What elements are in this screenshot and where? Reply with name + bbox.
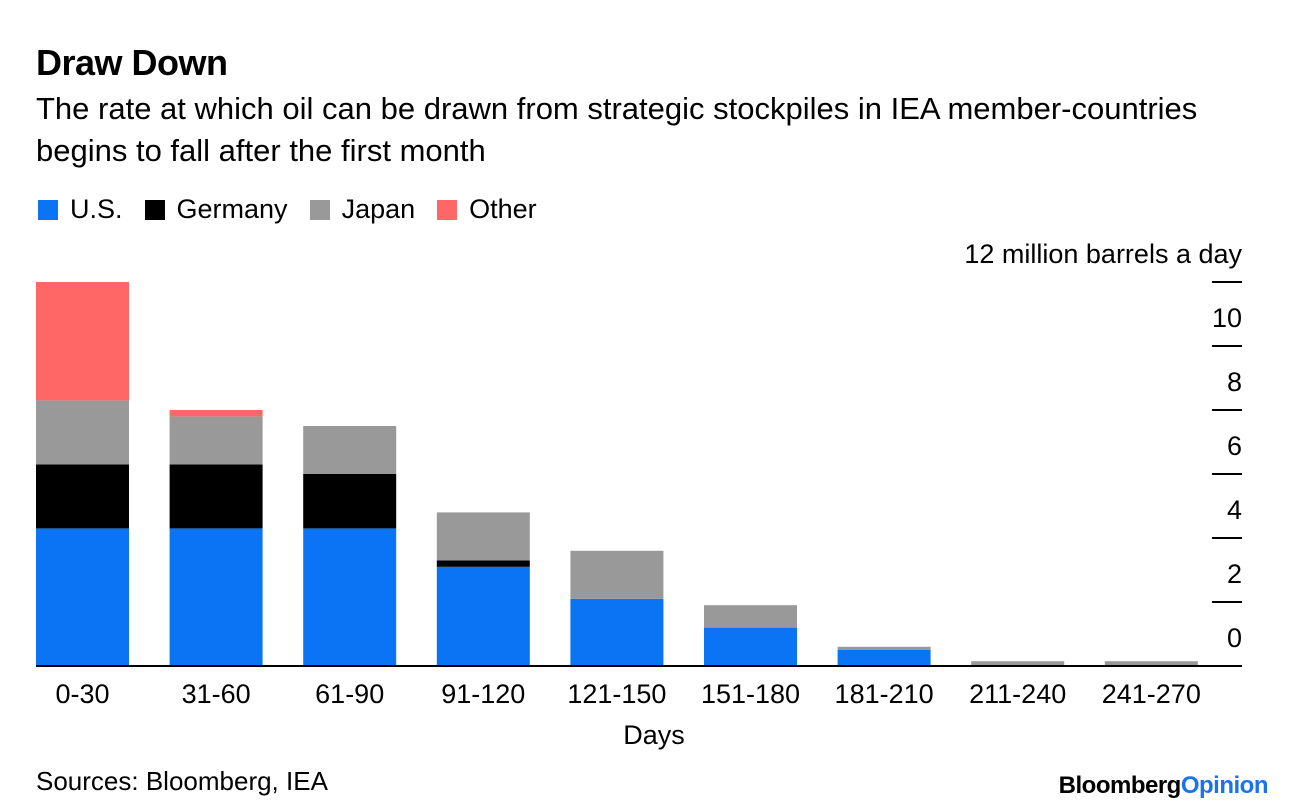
y-axis-label: 12 million barrels a day [964, 239, 1242, 269]
brand-name: Bloomberg [1058, 772, 1182, 799]
legend-item-other: Other [437, 194, 537, 225]
source-note: Sources: Bloomberg, IEA [36, 766, 328, 796]
legend-swatch-other [437, 199, 458, 220]
bar-germany-61-90 [303, 474, 397, 529]
x-tick-label-181-210: 181-210 [835, 679, 934, 709]
y-tick-label-8: 8 [1227, 367, 1242, 397]
x-tick-label-211-240: 211-240 [969, 679, 1066, 709]
bar-other-0-30 [36, 282, 129, 401]
x-tick-label-0-30: 0-30 [55, 679, 109, 709]
legend-label-us: U.S. [70, 194, 123, 224]
y-tick-label-6: 6 [1227, 431, 1242, 461]
legend: U.S. Germany Japan Other [38, 194, 559, 225]
x-tick-label-61-90: 61-90 [315, 679, 384, 709]
legend-label-other: Other [469, 194, 537, 224]
bar-u-s-151-180 [704, 627, 797, 666]
bar-u-s-91-120 [436, 566, 530, 666]
bar-u-s-0-30 [36, 528, 129, 666]
bar-germany-31-60 [169, 464, 263, 529]
brand-suffix: Opinion [1180, 772, 1269, 799]
chart-subtitle: The rate at which oil can be drawn from … [36, 91, 1198, 168]
legend-label-germany: Germany [176, 194, 288, 224]
bar-japan-61-90 [303, 426, 397, 474]
bar-other-31-60 [169, 410, 263, 417]
legend-item-japan: Japan [309, 194, 416, 225]
brand-logo: BloombergOpinion [1058, 772, 1269, 800]
legend-item-germany: Germany [144, 194, 288, 225]
x-tick-label-31-60: 31-60 [182, 679, 251, 709]
bar-japan-181-210 [837, 646, 931, 650]
bar-u-s-121-150 [570, 598, 664, 666]
bar-japan-241-270 [1104, 661, 1198, 666]
x-tick-label-121-150: 121-150 [567, 679, 666, 709]
legend-swatch-us [38, 199, 58, 220]
y-tick-label-2: 2 [1227, 559, 1242, 589]
legend-item-us: U.S. [38, 194, 123, 225]
x-tick-label-241-270: 241-270 [1102, 679, 1201, 709]
x-axis-label: Days [623, 720, 685, 750]
y-tick-label-4: 4 [1227, 495, 1242, 525]
bar-japan-31-60 [169, 416, 263, 465]
bar-germany-91-120 [436, 560, 530, 567]
x-tick-label-91-120: 91-120 [441, 679, 525, 709]
legend-swatch-japan [309, 199, 330, 220]
legend-swatch-germany [144, 199, 165, 220]
y-tick-label-10: 10 [1212, 303, 1242, 333]
chart-title: Draw Down [36, 42, 228, 83]
bar-u-s-181-210 [837, 650, 931, 666]
bar-japan-0-30 [36, 400, 129, 465]
y-tick-label-0: 0 [1227, 623, 1242, 653]
bar-japan-151-180 [704, 605, 797, 628]
bar-japan-91-120 [436, 512, 530, 561]
bar-japan-121-150 [570, 550, 664, 599]
x-tick-label-151-180: 151-180 [701, 679, 800, 709]
legend-label-japan: Japan [341, 194, 416, 224]
bar-germany-0-30 [36, 464, 129, 529]
bar-u-s-31-60 [169, 528, 263, 666]
bar-u-s-61-90 [303, 528, 397, 666]
bar-japan-211-240 [971, 661, 1065, 666]
